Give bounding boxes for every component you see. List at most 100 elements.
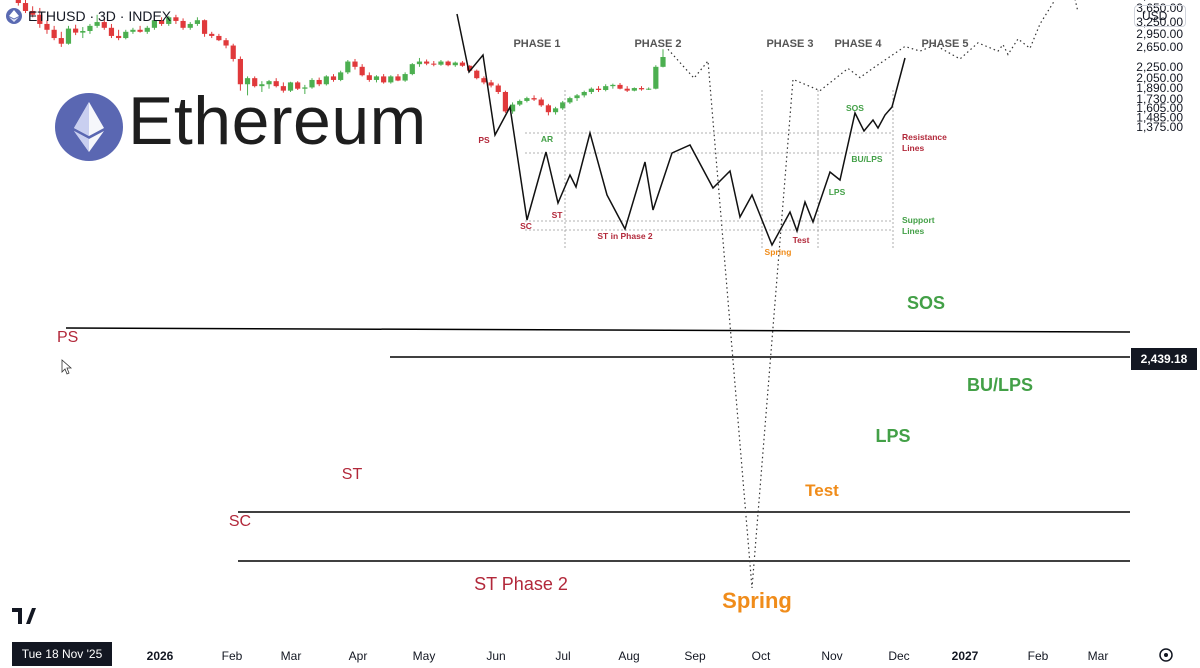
candle-body — [280, 86, 286, 91]
chart-label-st: ST — [342, 466, 363, 483]
ethereum-icon — [6, 8, 22, 24]
chart-label-bu-lps: BU/LPS — [967, 375, 1033, 395]
candle-body — [73, 28, 79, 33]
schematic-resistance-label: Lines — [902, 143, 924, 153]
candle-body — [116, 35, 122, 39]
candle-body — [402, 74, 408, 81]
x-tick-label: 2026 — [147, 649, 174, 663]
candle-body — [287, 82, 294, 91]
schematic-label: SOS — [846, 103, 864, 113]
candle-body — [223, 40, 229, 46]
x-tick-label: May — [413, 649, 436, 663]
candle-body — [30, 10, 36, 15]
y-tick-label: 1,375.00 — [1136, 120, 1183, 134]
schematic-label: LPS — [829, 187, 846, 197]
x-tick-label: Feb — [1028, 649, 1049, 663]
candle-body — [87, 25, 93, 31]
candle-body — [560, 102, 566, 109]
candle-body — [137, 29, 143, 32]
candle-body — [338, 72, 344, 80]
schematic-label: Test — [793, 235, 810, 245]
candle-body — [495, 85, 501, 92]
last-price-badge: 2,439.18 — [1131, 348, 1197, 370]
x-tick-label: Sep — [684, 649, 706, 663]
x-tick-label: Dec — [888, 649, 909, 663]
x-tick-label: Jun — [486, 649, 505, 663]
y-tick-label: 1,605.00 — [1136, 101, 1183, 115]
candle-body — [502, 91, 509, 112]
candle-body — [366, 75, 372, 80]
settings-gear-center-icon — [1164, 653, 1168, 657]
candle-body — [15, 0, 21, 4]
candle-body — [574, 95, 580, 99]
candle-body — [488, 82, 494, 86]
y-tick-label: 3,650.00 — [1136, 1, 1183, 15]
schematic-path — [456, 13, 906, 247]
candle-body — [295, 82, 301, 89]
candle-body — [459, 62, 466, 66]
candle-body — [201, 20, 208, 34]
candle-body — [517, 100, 523, 105]
candle-body — [595, 88, 602, 91]
candle-body — [316, 79, 322, 85]
candle-body — [302, 87, 308, 89]
candle-body — [37, 14, 43, 24]
candle-body — [359, 66, 365, 76]
candle-body — [108, 27, 115, 36]
settings-gear-icon[interactable] — [1159, 648, 1173, 662]
y-tick-label: 1,730.00 — [1136, 92, 1183, 106]
y-tick-label: 2,650.00 — [1136, 40, 1183, 54]
y-tick-label: 2,950.00 — [1136, 27, 1183, 41]
candle-body — [101, 22, 107, 28]
candle-body — [65, 28, 72, 44]
candle-body — [395, 76, 401, 81]
x-tick-label: 2027 — [952, 649, 979, 663]
candle-body — [237, 58, 243, 85]
candle-body — [158, 20, 165, 24]
candle-body — [567, 98, 573, 103]
x-tick-label: Oct — [752, 649, 771, 663]
candle-body — [610, 84, 616, 87]
symbol-header[interactable]: ETHUSD · 3D · INDEX — [6, 6, 171, 26]
schematic-label: SC — [520, 221, 532, 231]
candle-body — [244, 78, 251, 85]
candle-body — [381, 76, 387, 83]
logo-text: Ethereum — [128, 83, 427, 159]
candle-body — [466, 65, 473, 71]
candle-body — [80, 30, 86, 33]
candle-body — [653, 66, 659, 89]
x-tick-label: Aug — [618, 649, 639, 663]
chart-label-ps: PS — [57, 329, 78, 346]
chart-label-lps: LPS — [875, 426, 910, 446]
horizontal-level-line — [65, 327, 1131, 333]
candle-body — [452, 62, 458, 66]
candle-body — [194, 20, 201, 24]
candle-body — [259, 84, 265, 87]
schematic-support-label: Support — [902, 215, 935, 225]
tradingview-logo-icon — [12, 608, 36, 624]
candle-body — [431, 63, 437, 65]
candle-body — [631, 88, 637, 91]
y-tick-label: 4,050.00 — [1136, 0, 1183, 2]
candle-body — [603, 86, 609, 91]
candle-body — [22, 3, 29, 11]
candle-body — [252, 78, 258, 87]
schematic-phase-label: PHASE 1 — [513, 38, 560, 50]
candle-body — [187, 23, 193, 28]
candle-body — [144, 27, 150, 32]
candle-body — [588, 88, 594, 92]
schematic-label: ST — [552, 210, 564, 220]
candle-body — [646, 88, 652, 90]
candle-body — [130, 29, 136, 32]
candle-body — [309, 79, 315, 88]
schematic-phase-label: PHASE 4 — [834, 38, 882, 50]
candle-body — [123, 31, 129, 39]
y-tick-label: 3,250.00 — [1136, 15, 1183, 29]
currency-selector[interactable]: USD — [1134, 5, 1186, 27]
candle-body — [230, 45, 236, 59]
ethereum-logo-icon — [55, 93, 123, 161]
candle-body — [352, 61, 358, 67]
candle-body — [166, 17, 172, 24]
